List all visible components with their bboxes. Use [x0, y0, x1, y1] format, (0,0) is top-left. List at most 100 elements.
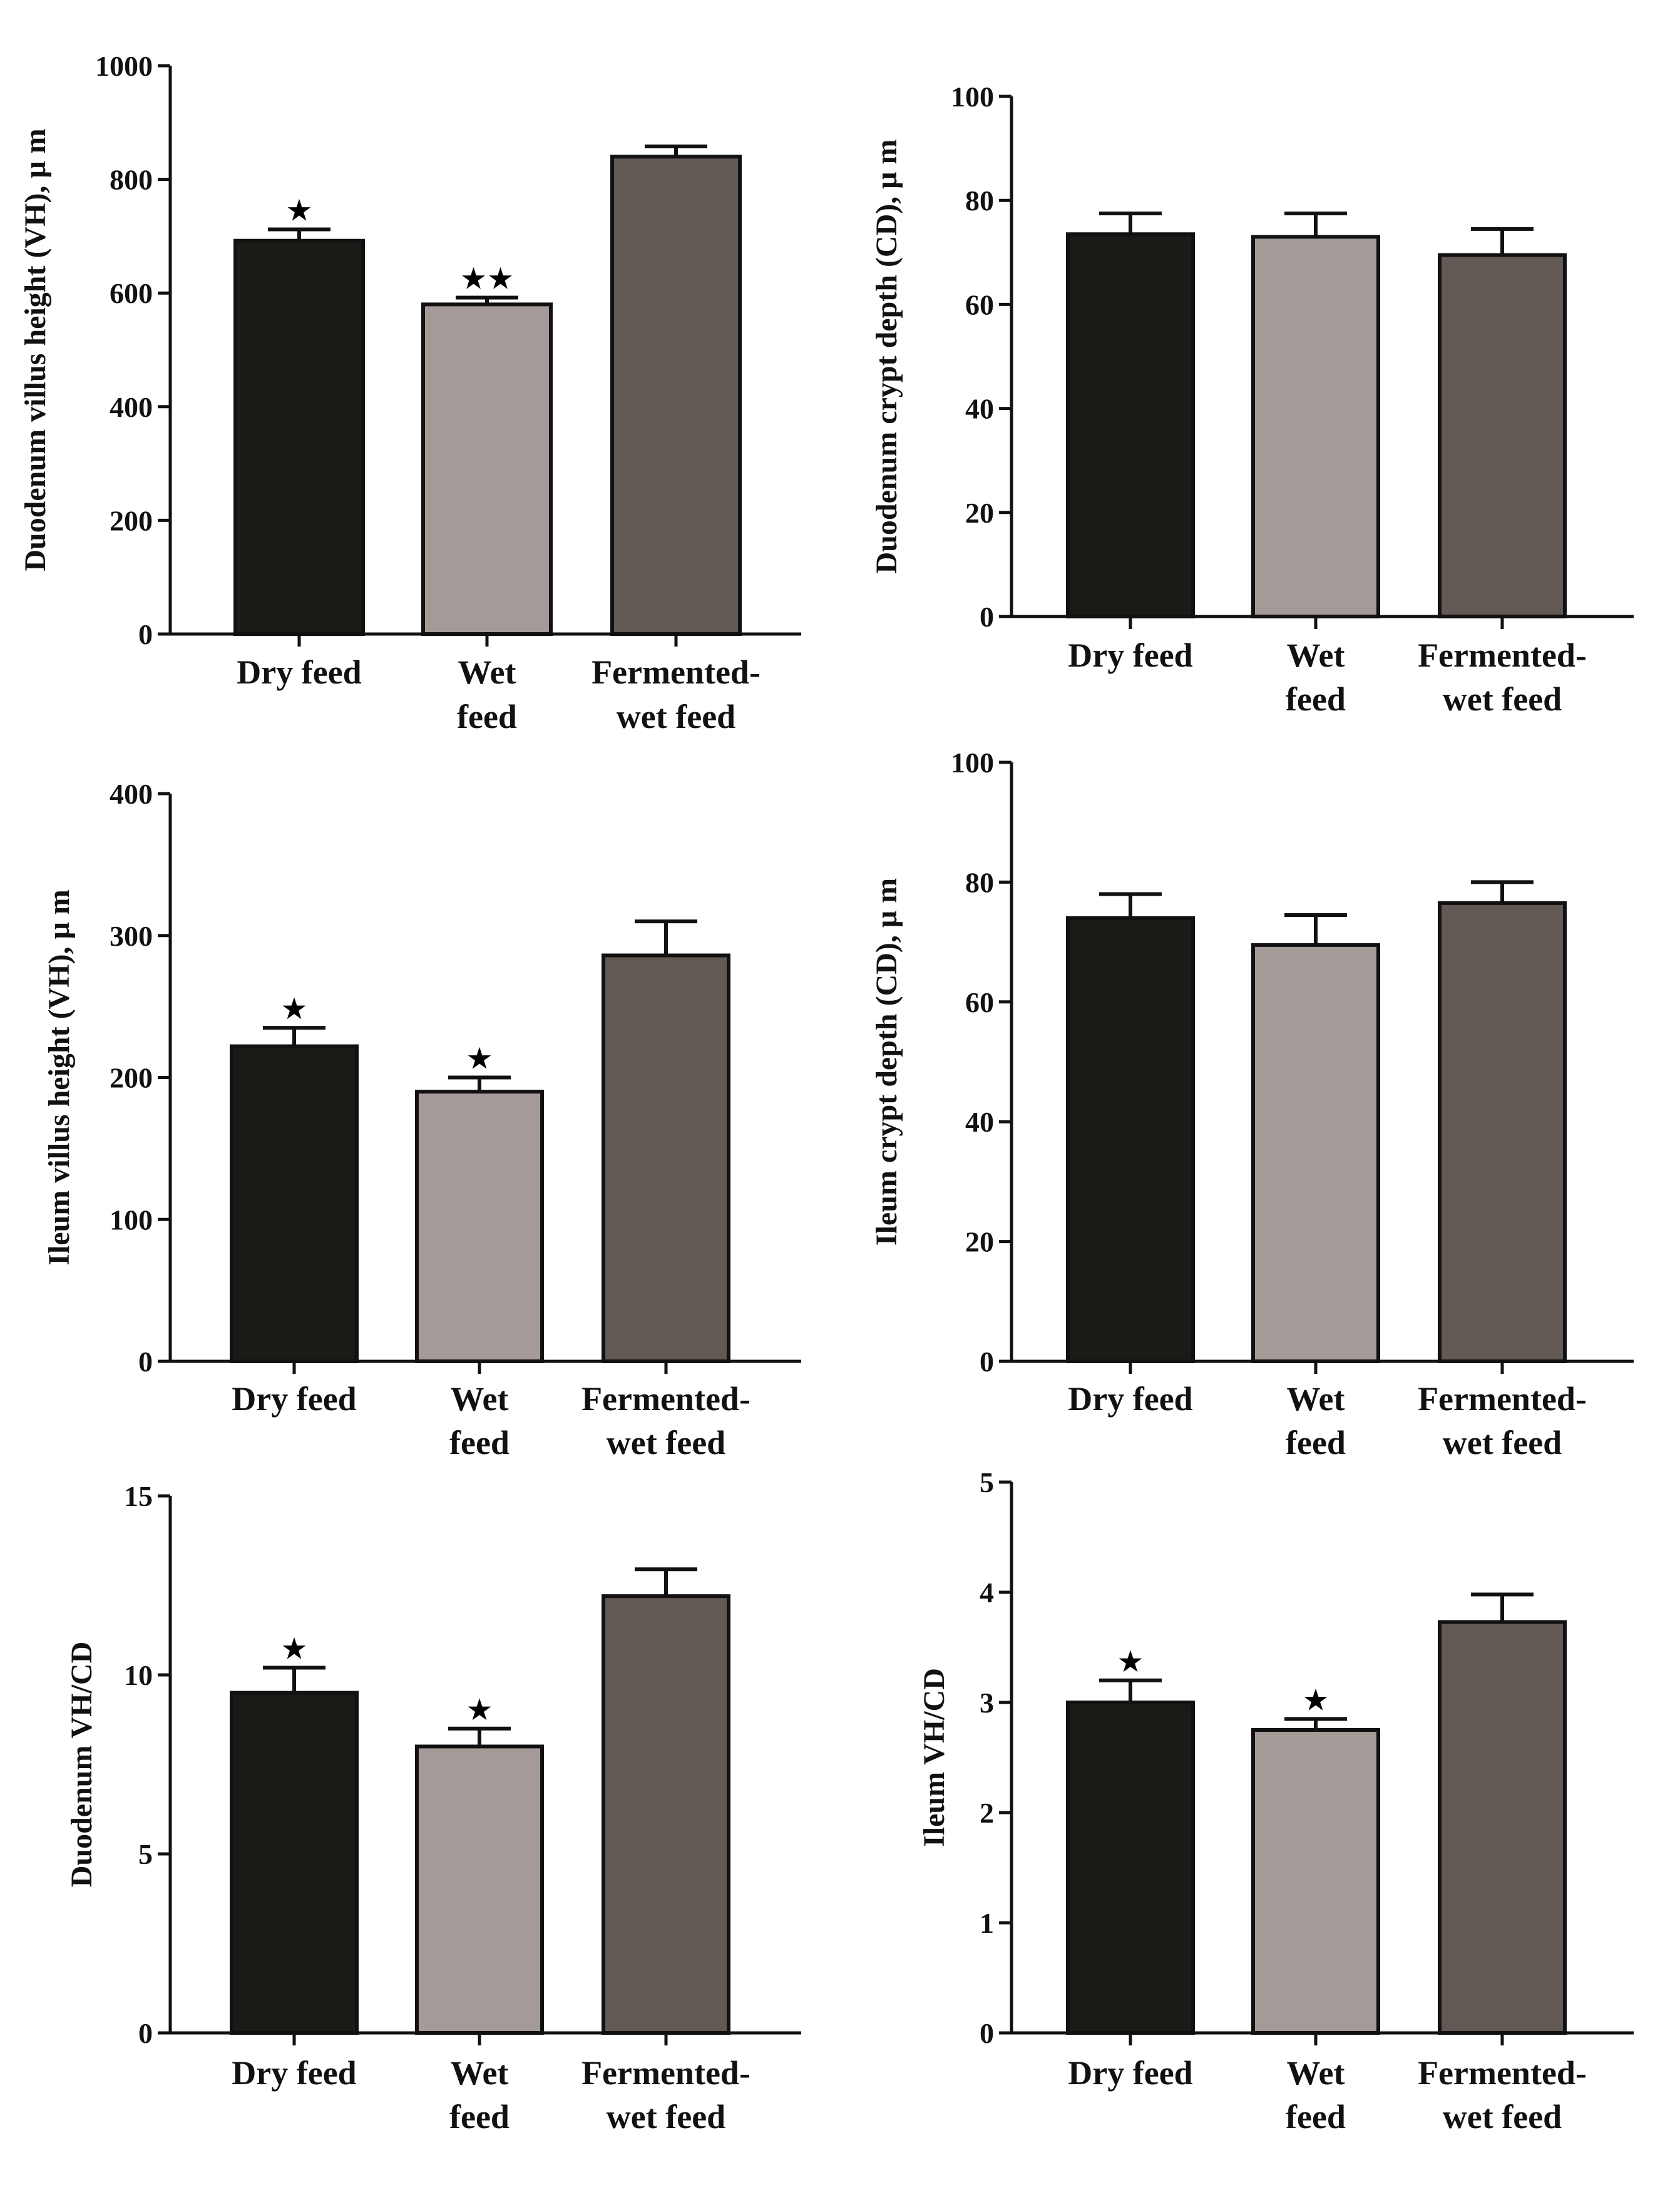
bar-wet-feed	[415, 1090, 544, 1364]
y-tick-label: 60	[965, 986, 994, 1018]
significance-mark: ★	[285, 193, 312, 228]
x-tick-label: Dry feed	[1068, 1380, 1192, 1418]
bar-dry-feed	[233, 238, 365, 636]
y-tick-label: 600	[110, 277, 153, 309]
y-tick-label: 2	[980, 1797, 994, 1829]
x-tick-label: feed	[1286, 680, 1346, 718]
significance-mark: ★	[466, 1041, 493, 1077]
y-tick-label: 800	[110, 164, 153, 196]
y-tick-label: 5	[138, 1838, 153, 1870]
bar-dry-feed	[1066, 1701, 1195, 2035]
chart-duodenum-vh: 0 200 400 600 800 1000 Duodenum villus height …	[19, 50, 801, 735]
x-tick-label: Dry feed	[232, 1380, 356, 1418]
chart-ileum-ratio: 0 1 2 3 4 5 Ileum VH/CD ★ Dry feed ★ Wet feed Fermen…	[918, 1466, 1634, 2136]
y-tick-label: 10	[124, 1659, 153, 1691]
x-tick-label: Wet	[451, 2054, 509, 2092]
y-axis-label: Duodenum crypt depth (CD), μ m	[870, 140, 903, 574]
y-axis-label: Ileum crypt depth (CD), μ m	[870, 878, 903, 1246]
x-tick-label: feed	[449, 1424, 510, 1461]
y-axis-label: Ileum villus height (VH), μ m	[43, 889, 76, 1266]
bar-fermented-wet-feed	[602, 1594, 730, 2035]
bar-dry-feed	[230, 1691, 359, 2035]
x-tick-label: Fermented-	[581, 1380, 750, 1418]
y-axis-label: Duodenum VH/CD	[65, 1642, 98, 1888]
y-axis-label: Ileum VH/CD	[918, 1668, 951, 1847]
y-tick-label: 20	[965, 1226, 994, 1258]
x-tick-label: feed	[1286, 2098, 1346, 2136]
significance-mark: ★	[1302, 1682, 1329, 1717]
bar-fermented-wet-feed	[1438, 1620, 1567, 2035]
x-tick-label: Wet	[1287, 2054, 1345, 2092]
y-tick-label: 100	[951, 81, 994, 113]
y-tick-label: 0	[980, 601, 994, 633]
significance-mark: ★★	[460, 261, 514, 296]
chart-duodenum-ratio: 0 5 10 15 Duodenum VH/CD ★ Dry feed ★ Wet feed Fer…	[65, 1480, 801, 2136]
x-tick-label: wet feed	[1443, 680, 1562, 718]
bar-fermented-wet-feed	[610, 155, 742, 636]
bar-dry-feed	[1066, 232, 1195, 618]
x-tick-label: feed	[449, 2098, 510, 2136]
y-tick-label: 0	[980, 1346, 994, 1378]
x-tick-label: wet feed	[1443, 2098, 1562, 2136]
bar-wet-feed	[421, 302, 553, 636]
y-tick-label: 0	[138, 1346, 153, 1378]
y-tick-label: 200	[110, 504, 153, 536]
x-tick-label: Dry feed	[237, 653, 361, 691]
y-tick-label: 40	[965, 1106, 994, 1138]
significance-mark: ★	[280, 991, 307, 1026]
y-tick-label: 300	[110, 920, 153, 952]
y-tick-label: 200	[110, 1062, 153, 1094]
chart-ileum-cd: 0 20 40 60 80 100 Ileum crypt depth (CD), μ m D…	[870, 747, 1634, 1461]
bar-wet-feed	[1251, 235, 1380, 618]
bar-dry-feed	[1066, 916, 1195, 1363]
bar-dry-feed	[230, 1044, 359, 1363]
y-tick-label: 4	[980, 1577, 994, 1609]
bar-fermented-wet-feed	[1438, 901, 1567, 1363]
y-tick-label: 1000	[95, 50, 153, 82]
y-tick-label: 1	[980, 1907, 994, 1939]
x-tick-label: Wet	[458, 653, 516, 691]
significance-mark: ★	[1117, 1644, 1144, 1679]
x-tick-label: wet feed	[607, 2098, 725, 2136]
y-tick-label: 40	[965, 393, 994, 425]
y-tick-label: 0	[980, 2017, 994, 2049]
y-tick-label: 80	[965, 866, 994, 898]
x-tick-label: wet feed	[607, 1424, 725, 1461]
x-tick-label: Fermented-	[592, 653, 761, 691]
x-tick-label: Fermented-	[1418, 2054, 1587, 2092]
x-tick-label: Wet	[451, 1380, 509, 1418]
x-tick-label: Dry feed	[1068, 2054, 1192, 2092]
y-tick-label: 60	[965, 289, 994, 320]
x-tick-label: Dry feed	[232, 2054, 356, 2092]
y-tick-label: 5	[980, 1466, 994, 1498]
y-tick-label: 3	[980, 1687, 994, 1719]
x-tick-label: Wet	[1287, 1380, 1345, 1418]
significance-mark: ★	[466, 1692, 493, 1727]
y-tick-label: 100	[951, 747, 994, 779]
chart-duodenum-cd: 0 20 40 60 80 100 Duodenum crypt depth (CD), μ…	[870, 81, 1634, 718]
x-tick-label: Fermented-	[1418, 637, 1587, 674]
x-tick-label: wet feed	[617, 698, 735, 735]
x-tick-label: feed	[457, 698, 517, 735]
y-tick-label: 0	[138, 618, 153, 650]
bar-wet-feed	[1251, 943, 1380, 1363]
bar-wet-feed	[415, 1744, 544, 2035]
x-tick-label: Wet	[1287, 637, 1345, 674]
chart-ileum-vh: 0 100 200 300 400 Ileum villus height (VH), μ…	[43, 778, 801, 1461]
y-axis-label: Duodenum villus height (VH), μ m	[19, 128, 52, 571]
x-tick-label: Fermented-	[581, 2054, 750, 2092]
y-tick-label: 80	[965, 185, 994, 217]
x-tick-label: Fermented-	[1418, 1380, 1587, 1418]
y-tick-label: 400	[110, 391, 153, 423]
y-tick-label: 400	[110, 778, 153, 810]
bar-fermented-wet-feed	[1438, 253, 1567, 618]
y-tick-label: 20	[965, 497, 994, 529]
bar-wet-feed	[1251, 1728, 1380, 2035]
bar-fermented-wet-feed	[602, 953, 730, 1363]
y-tick-label: 100	[110, 1204, 153, 1236]
y-tick-label: 0	[138, 2017, 153, 2049]
significance-mark: ★	[280, 1632, 307, 1667]
x-tick-label: wet feed	[1443, 1424, 1562, 1461]
